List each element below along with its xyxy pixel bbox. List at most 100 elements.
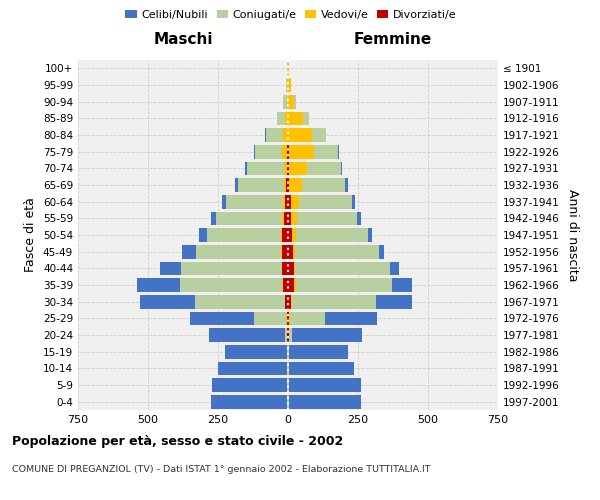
Bar <box>287 345 288 358</box>
Legend: Celibi/Nubili, Coniugati/e, Vedovi/e, Divorziati/e: Celibi/Nubili, Coniugati/e, Vedovi/e, Di… <box>121 6 461 25</box>
Bar <box>287 162 288 175</box>
Bar <box>226 195 283 208</box>
Bar <box>289 362 354 375</box>
Bar <box>287 95 288 108</box>
Bar <box>195 295 284 308</box>
Bar <box>284 178 286 192</box>
Bar <box>295 262 390 275</box>
Bar <box>292 295 376 308</box>
Text: Maschi: Maschi <box>153 32 213 46</box>
Bar <box>217 212 282 225</box>
Bar <box>137 278 180 292</box>
Bar <box>288 162 289 175</box>
Bar <box>284 212 288 225</box>
Bar <box>312 128 326 142</box>
Bar <box>288 395 289 408</box>
Bar <box>281 262 283 275</box>
Bar <box>180 278 283 292</box>
Bar <box>285 295 288 308</box>
Bar <box>288 128 312 142</box>
Bar <box>293 262 295 275</box>
Bar <box>288 112 302 125</box>
Bar <box>325 312 377 325</box>
Bar <box>288 228 292 242</box>
Bar <box>289 395 361 408</box>
Bar <box>209 328 284 342</box>
Bar <box>307 162 341 175</box>
Bar <box>140 295 195 308</box>
Bar <box>288 178 289 192</box>
Bar <box>281 245 282 258</box>
Bar <box>287 362 288 375</box>
Bar <box>283 95 287 108</box>
Bar <box>357 212 361 225</box>
Bar <box>302 112 309 125</box>
Bar <box>288 362 289 375</box>
Bar <box>190 312 254 325</box>
Bar <box>288 345 289 358</box>
Bar <box>277 112 284 125</box>
Y-axis label: Fasce di età: Fasce di età <box>25 198 37 272</box>
Bar <box>289 162 307 175</box>
Bar <box>368 228 372 242</box>
Bar <box>392 278 412 292</box>
Bar <box>286 78 287 92</box>
Bar <box>379 245 385 258</box>
Bar <box>286 178 288 192</box>
Bar <box>288 245 293 258</box>
Bar <box>221 195 226 208</box>
Bar <box>292 212 297 225</box>
Bar <box>282 145 287 158</box>
Bar <box>291 195 299 208</box>
Bar <box>295 245 379 258</box>
Bar <box>288 262 293 275</box>
Bar <box>296 228 368 242</box>
Bar <box>288 78 290 92</box>
Bar <box>255 145 282 158</box>
Bar <box>196 245 281 258</box>
Bar <box>289 328 292 342</box>
Bar <box>288 212 292 225</box>
Text: Femmine: Femmine <box>354 32 432 46</box>
Bar <box>181 262 281 275</box>
Bar <box>254 145 255 158</box>
Bar <box>282 212 284 225</box>
Bar <box>288 195 291 208</box>
Bar <box>288 295 291 308</box>
Bar <box>289 145 314 158</box>
Bar <box>283 195 284 208</box>
Bar <box>207 228 281 242</box>
Bar <box>288 278 294 292</box>
Bar <box>346 178 347 192</box>
Bar <box>284 328 287 342</box>
Bar <box>284 195 288 208</box>
Bar <box>225 345 287 358</box>
Bar <box>287 395 288 408</box>
Bar <box>288 378 289 392</box>
Bar <box>284 112 288 125</box>
Bar <box>284 162 287 175</box>
Bar <box>199 228 207 242</box>
Bar <box>281 228 283 242</box>
Bar <box>289 345 348 358</box>
Bar <box>290 312 325 325</box>
Bar <box>341 162 343 175</box>
Bar <box>287 378 288 392</box>
Bar <box>283 278 288 292</box>
Y-axis label: Anni di nascita: Anni di nascita <box>566 188 579 281</box>
Bar <box>290 78 292 92</box>
Bar <box>235 178 238 192</box>
Bar <box>182 245 196 258</box>
Bar <box>293 245 295 258</box>
Bar <box>302 178 346 192</box>
Bar <box>283 262 288 275</box>
Bar <box>289 378 361 392</box>
Bar <box>291 295 292 308</box>
Bar <box>160 262 181 275</box>
Bar <box>296 278 392 292</box>
Bar <box>212 378 287 392</box>
Bar <box>299 195 352 208</box>
Bar <box>211 395 287 408</box>
Bar <box>292 228 296 242</box>
Bar <box>247 162 284 175</box>
